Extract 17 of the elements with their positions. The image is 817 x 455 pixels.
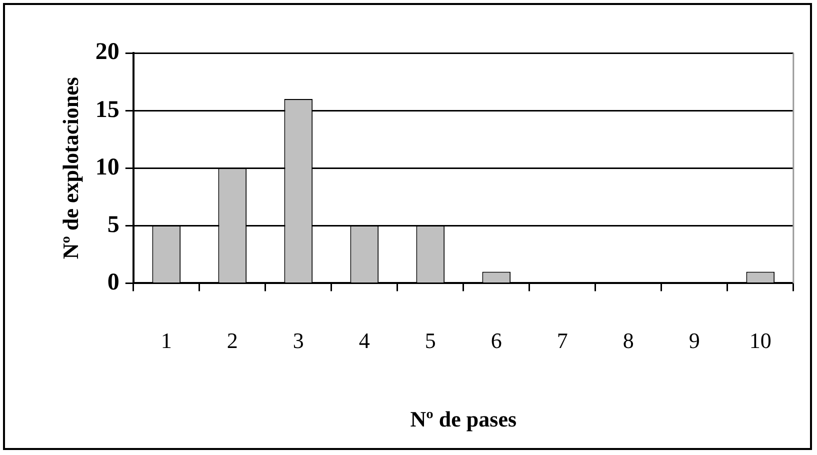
x-tick-label: 2 [226,328,238,354]
x-axis-title: Nº de pases [410,406,517,432]
x-tick-label: 9 [688,328,700,354]
y-axis-title: Nº de explotaciones [58,76,83,260]
x-tick-label: 4 [358,328,370,354]
x-tick-label: 8 [622,328,634,354]
x-tick-label: 5 [424,328,436,354]
y-tick-label: 20 [95,39,120,66]
y-tick-label: 10 [95,154,120,180]
x-tick-label: 1 [160,328,172,354]
x-tick-label: 7 [556,328,568,354]
y-tick-label: 0 [107,269,120,296]
x-tick-label: 3 [292,328,304,354]
y-tick-label: 15 [95,96,120,123]
x-tick-label: 10 [749,328,772,354]
x-tick-label: 6 [490,328,502,354]
y-tick-label: 5 [107,212,120,238]
